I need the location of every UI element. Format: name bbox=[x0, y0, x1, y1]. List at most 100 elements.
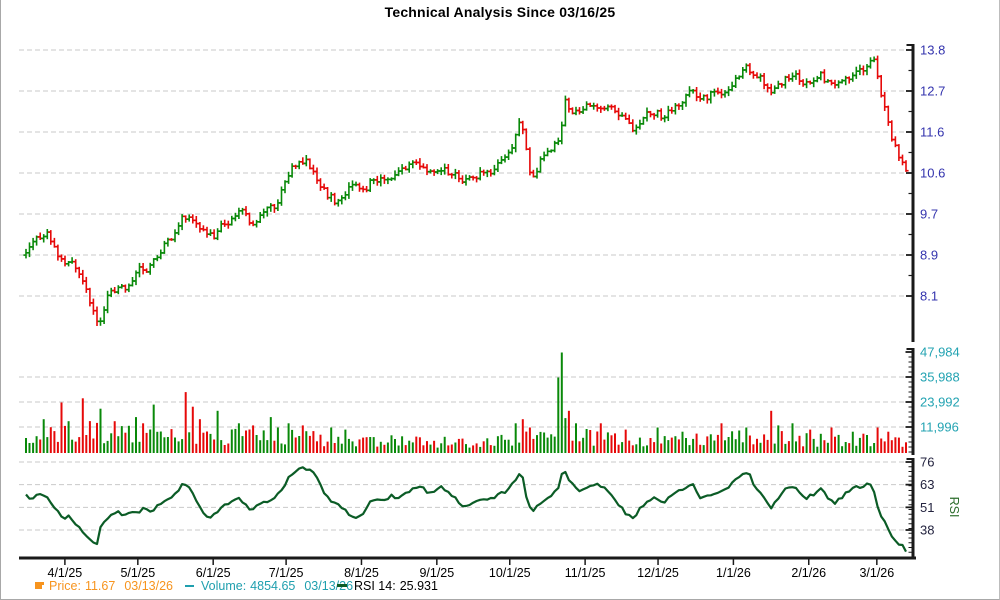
legend-rsi-value: 25.931 bbox=[399, 579, 438, 593]
volume-bar bbox=[589, 430, 592, 453]
volume-bar bbox=[635, 444, 638, 453]
volume-bar bbox=[358, 439, 361, 453]
volume-bar bbox=[213, 439, 216, 453]
volume-bar bbox=[759, 442, 762, 453]
volume-bar bbox=[461, 438, 464, 453]
volume-axis-label: 11,996 bbox=[920, 420, 959, 435]
volume-bar bbox=[567, 410, 570, 453]
volume-bar bbox=[851, 431, 854, 453]
volume-axis-label: 47,984 bbox=[920, 345, 960, 360]
volume-bar bbox=[564, 418, 567, 453]
volume-bar bbox=[262, 430, 265, 453]
volume-bar bbox=[323, 446, 326, 453]
volume-bar bbox=[585, 429, 588, 453]
volume-bar bbox=[184, 392, 187, 453]
chart-title: Technical Analysis Since 03/16/25 bbox=[384, 4, 616, 20]
legend-rsi: RSI 14: 25.931 bbox=[337, 579, 438, 593]
x-axis-date-label: 10/1/25 bbox=[489, 566, 531, 580]
volume-bar bbox=[96, 422, 98, 453]
volume-marker-icon bbox=[185, 584, 194, 587]
volume-bar bbox=[798, 435, 801, 453]
x-axis-date-label: 6/1/25 bbox=[196, 566, 231, 580]
volume-bar bbox=[883, 441, 886, 453]
chart-legend: Price: 11.67 03/13/26 Volume: 4854.65 03/13/… bbox=[1, 579, 999, 595]
volume-bar bbox=[621, 442, 624, 453]
volume-series bbox=[25, 352, 907, 453]
volume-bar bbox=[901, 446, 904, 453]
price-axis-label: 13.8 bbox=[920, 43, 945, 58]
volume-bar bbox=[415, 436, 418, 453]
volume-bar bbox=[777, 425, 780, 453]
volume-bar bbox=[330, 427, 333, 453]
legend-price: Price: 11.67 03/13/26 bbox=[35, 579, 173, 593]
volume-bar bbox=[379, 441, 382, 453]
volume-bar bbox=[578, 441, 581, 453]
volume-bar bbox=[699, 444, 702, 453]
volume-bar bbox=[500, 434, 503, 453]
volume-bar bbox=[142, 423, 145, 453]
volume-bar bbox=[784, 443, 787, 453]
volume-bar bbox=[748, 435, 751, 453]
volume-bar bbox=[401, 436, 404, 453]
x-axis-date-label: 2/1/26 bbox=[791, 566, 826, 580]
volume-bar bbox=[426, 441, 428, 453]
volume-bar bbox=[731, 431, 734, 453]
volume-bar bbox=[78, 437, 81, 453]
volume-bar bbox=[890, 440, 893, 453]
volume-bar bbox=[333, 443, 336, 453]
volume-bar bbox=[528, 427, 531, 453]
volume-bar bbox=[685, 438, 687, 453]
price-axis-label: 8.1 bbox=[920, 289, 938, 304]
volume-bar bbox=[738, 430, 741, 453]
volume-bar bbox=[514, 423, 517, 453]
x-axis-date-label: 3/1/26 bbox=[859, 566, 894, 580]
volume-bar bbox=[482, 441, 485, 453]
volume-bar bbox=[830, 427, 833, 453]
volume-bar bbox=[496, 436, 499, 453]
volume-bar bbox=[674, 436, 677, 453]
volume-bar bbox=[266, 440, 269, 453]
volume-bar bbox=[198, 419, 201, 453]
volume-bar bbox=[440, 443, 443, 453]
volume-bar bbox=[103, 443, 106, 453]
volume-bar bbox=[468, 447, 471, 453]
volume-bar bbox=[35, 436, 38, 453]
volume-bar bbox=[344, 429, 347, 453]
rsi-axis-title: RSI bbox=[947, 497, 961, 518]
volume-axis-label: 35,988 bbox=[920, 370, 960, 385]
volume-bar bbox=[575, 423, 577, 453]
volume-bar bbox=[472, 445, 475, 453]
volume-bar bbox=[60, 402, 63, 453]
x-axis-date-label: 7/1/25 bbox=[269, 566, 304, 580]
volume-bar bbox=[252, 425, 255, 453]
volume-bar bbox=[287, 423, 290, 453]
volume-bar bbox=[42, 419, 45, 453]
volume-bar bbox=[131, 442, 134, 453]
x-axis-date-label: 5/1/25 bbox=[120, 566, 155, 580]
volume-bar bbox=[454, 442, 457, 453]
volume-bar bbox=[571, 440, 574, 453]
volume-bar bbox=[536, 435, 538, 453]
volume-bar bbox=[269, 417, 272, 453]
volume-bar bbox=[624, 429, 627, 453]
volume-bar bbox=[866, 435, 868, 453]
volume-bar bbox=[216, 410, 219, 453]
volume-bar bbox=[88, 421, 91, 453]
volume-bar bbox=[46, 437, 49, 453]
volume-bar bbox=[667, 440, 670, 453]
rsi-marker-icon bbox=[337, 584, 347, 588]
volume-bar bbox=[780, 431, 783, 453]
volume-bar bbox=[592, 445, 595, 453]
volume-bar bbox=[81, 398, 84, 453]
volume-bar bbox=[404, 445, 407, 453]
volume-bar bbox=[670, 437, 673, 453]
volume-bar bbox=[106, 440, 109, 453]
volume-bar bbox=[805, 433, 808, 453]
volume-bar bbox=[298, 436, 301, 453]
volume-bar bbox=[596, 431, 599, 453]
price-marker-icon bbox=[35, 582, 42, 590]
volume-bar bbox=[525, 431, 528, 453]
volume-bar bbox=[337, 436, 340, 453]
volume-bar bbox=[855, 445, 858, 453]
volume-bar bbox=[241, 436, 244, 453]
